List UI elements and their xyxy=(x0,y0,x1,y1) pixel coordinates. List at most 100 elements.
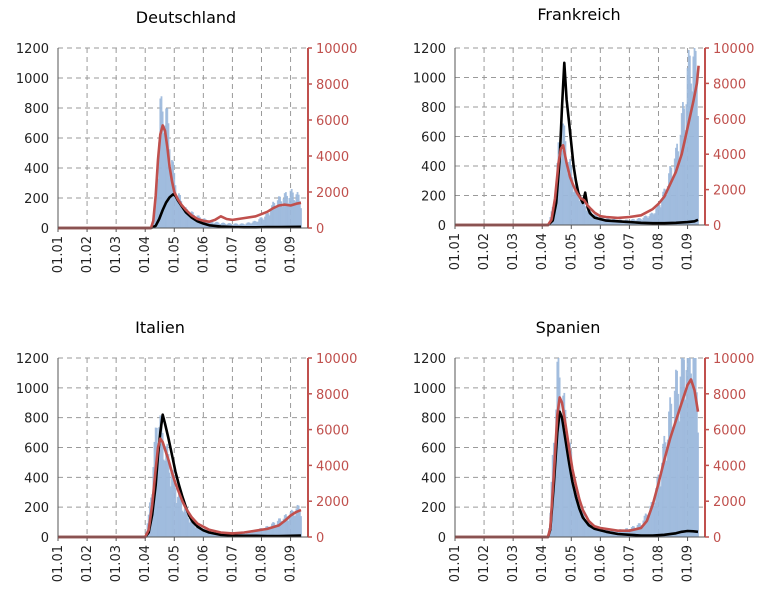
daily-bar xyxy=(679,134,682,225)
daily-bar xyxy=(214,533,216,537)
y-left-tick-label: 1200 xyxy=(16,352,49,367)
daily-bar xyxy=(672,175,675,225)
daily-bar xyxy=(274,525,277,537)
daily-bar xyxy=(293,200,295,228)
daily-bar xyxy=(181,208,184,228)
daily-bar xyxy=(627,529,630,537)
daily-bar xyxy=(643,515,646,537)
daily-bar xyxy=(211,532,214,537)
daily-bar xyxy=(167,123,170,228)
daily-bar xyxy=(252,221,255,228)
daily-bar xyxy=(622,221,625,225)
daily-bar xyxy=(248,531,251,537)
daily-bar xyxy=(176,496,179,537)
daily-bar xyxy=(685,370,688,537)
daily-bar xyxy=(652,505,655,537)
x-tick-label: 01.01 xyxy=(448,545,463,582)
daily-bar xyxy=(569,158,572,225)
daily-bar xyxy=(246,531,249,537)
daily-bar xyxy=(668,173,670,225)
daily-bar xyxy=(181,510,184,537)
x-tick-label: 01.02 xyxy=(80,236,95,273)
daily-bar xyxy=(642,520,645,537)
daily-bar xyxy=(239,223,242,228)
daily-bar xyxy=(257,531,259,537)
daily-bar xyxy=(657,203,660,225)
daily-bar xyxy=(573,186,576,225)
daily-bar xyxy=(246,222,249,228)
x-tick-label: 01.03 xyxy=(506,545,521,582)
x-tick-label: 01.04 xyxy=(138,236,153,273)
daily-bar xyxy=(586,520,589,537)
y-right-tick-label: 2000 xyxy=(713,495,746,510)
daily-bar xyxy=(633,526,635,537)
daily-bar xyxy=(593,214,596,225)
daily-bar xyxy=(664,189,667,225)
daily-bar xyxy=(590,211,592,225)
daily-bar xyxy=(266,525,269,537)
daily-bar xyxy=(178,193,180,228)
y-right-tick-label: 0 xyxy=(713,531,721,546)
daily-bars xyxy=(548,358,699,537)
daily-bar xyxy=(632,526,634,537)
daily-bar xyxy=(241,223,244,228)
chart-panel-3: Italien 0 200 400 600 800 1000 1200 0 2000 4000 600… xyxy=(16,318,357,582)
daily-bar xyxy=(572,192,575,225)
daily-bar xyxy=(599,216,602,225)
daily-bar xyxy=(669,166,672,225)
daily-bar xyxy=(294,515,297,537)
daily-bar xyxy=(572,492,575,537)
daily-bar xyxy=(562,123,565,225)
daily-bar xyxy=(601,527,604,537)
daily-bar xyxy=(240,223,243,228)
daily-bar xyxy=(683,359,685,537)
daily-bar xyxy=(254,530,257,537)
daily-bar xyxy=(662,191,665,225)
daily-bar xyxy=(663,435,666,537)
daily-bar xyxy=(164,460,166,537)
daily-bar xyxy=(233,223,236,228)
daily-bar xyxy=(661,198,663,225)
daily-bar xyxy=(272,201,275,228)
daily-bar xyxy=(194,527,197,537)
daily-bar xyxy=(638,523,641,537)
daily-bar xyxy=(281,206,284,228)
daily-bar xyxy=(287,203,290,228)
daily-bar xyxy=(594,526,597,537)
daily-bar xyxy=(595,215,598,225)
daily-bar xyxy=(168,149,171,228)
daily-bar xyxy=(271,205,273,228)
daily-bar xyxy=(592,527,595,537)
daily-bar xyxy=(602,218,605,225)
daily-bar xyxy=(266,213,269,228)
daily-bar xyxy=(198,527,201,537)
daily-bar xyxy=(576,184,578,225)
daily-bar xyxy=(157,444,159,537)
x-tick-label: 01.05 xyxy=(564,545,579,582)
daily-bar xyxy=(207,532,209,537)
daily-bar xyxy=(195,216,198,228)
y-right-tick-label: 8000 xyxy=(713,77,746,92)
daily-bar xyxy=(600,526,603,537)
daily-bar xyxy=(690,373,692,537)
y-left-tick-label: 1200 xyxy=(413,42,446,57)
daily-bar xyxy=(253,220,256,228)
y-right-tick-label: 10000 xyxy=(316,352,357,367)
daily-bar xyxy=(268,215,271,228)
daily-bar xyxy=(236,223,238,228)
daily-bar xyxy=(584,519,587,537)
daily-bar xyxy=(634,528,637,537)
daily-bar xyxy=(671,176,674,225)
daily-bar xyxy=(269,526,272,537)
daily-bar xyxy=(185,509,187,537)
x-tick-label: 01.04 xyxy=(138,545,153,582)
daily-bar xyxy=(568,446,570,537)
y-right-tick-label: 4000 xyxy=(713,148,746,163)
daily-bar xyxy=(575,182,577,225)
daily-bar xyxy=(695,392,698,537)
chart-title: Deutschland xyxy=(136,8,236,27)
daily-bar xyxy=(668,411,670,537)
y-right-tick-label: 6000 xyxy=(713,424,746,439)
daily-bar xyxy=(295,508,298,537)
